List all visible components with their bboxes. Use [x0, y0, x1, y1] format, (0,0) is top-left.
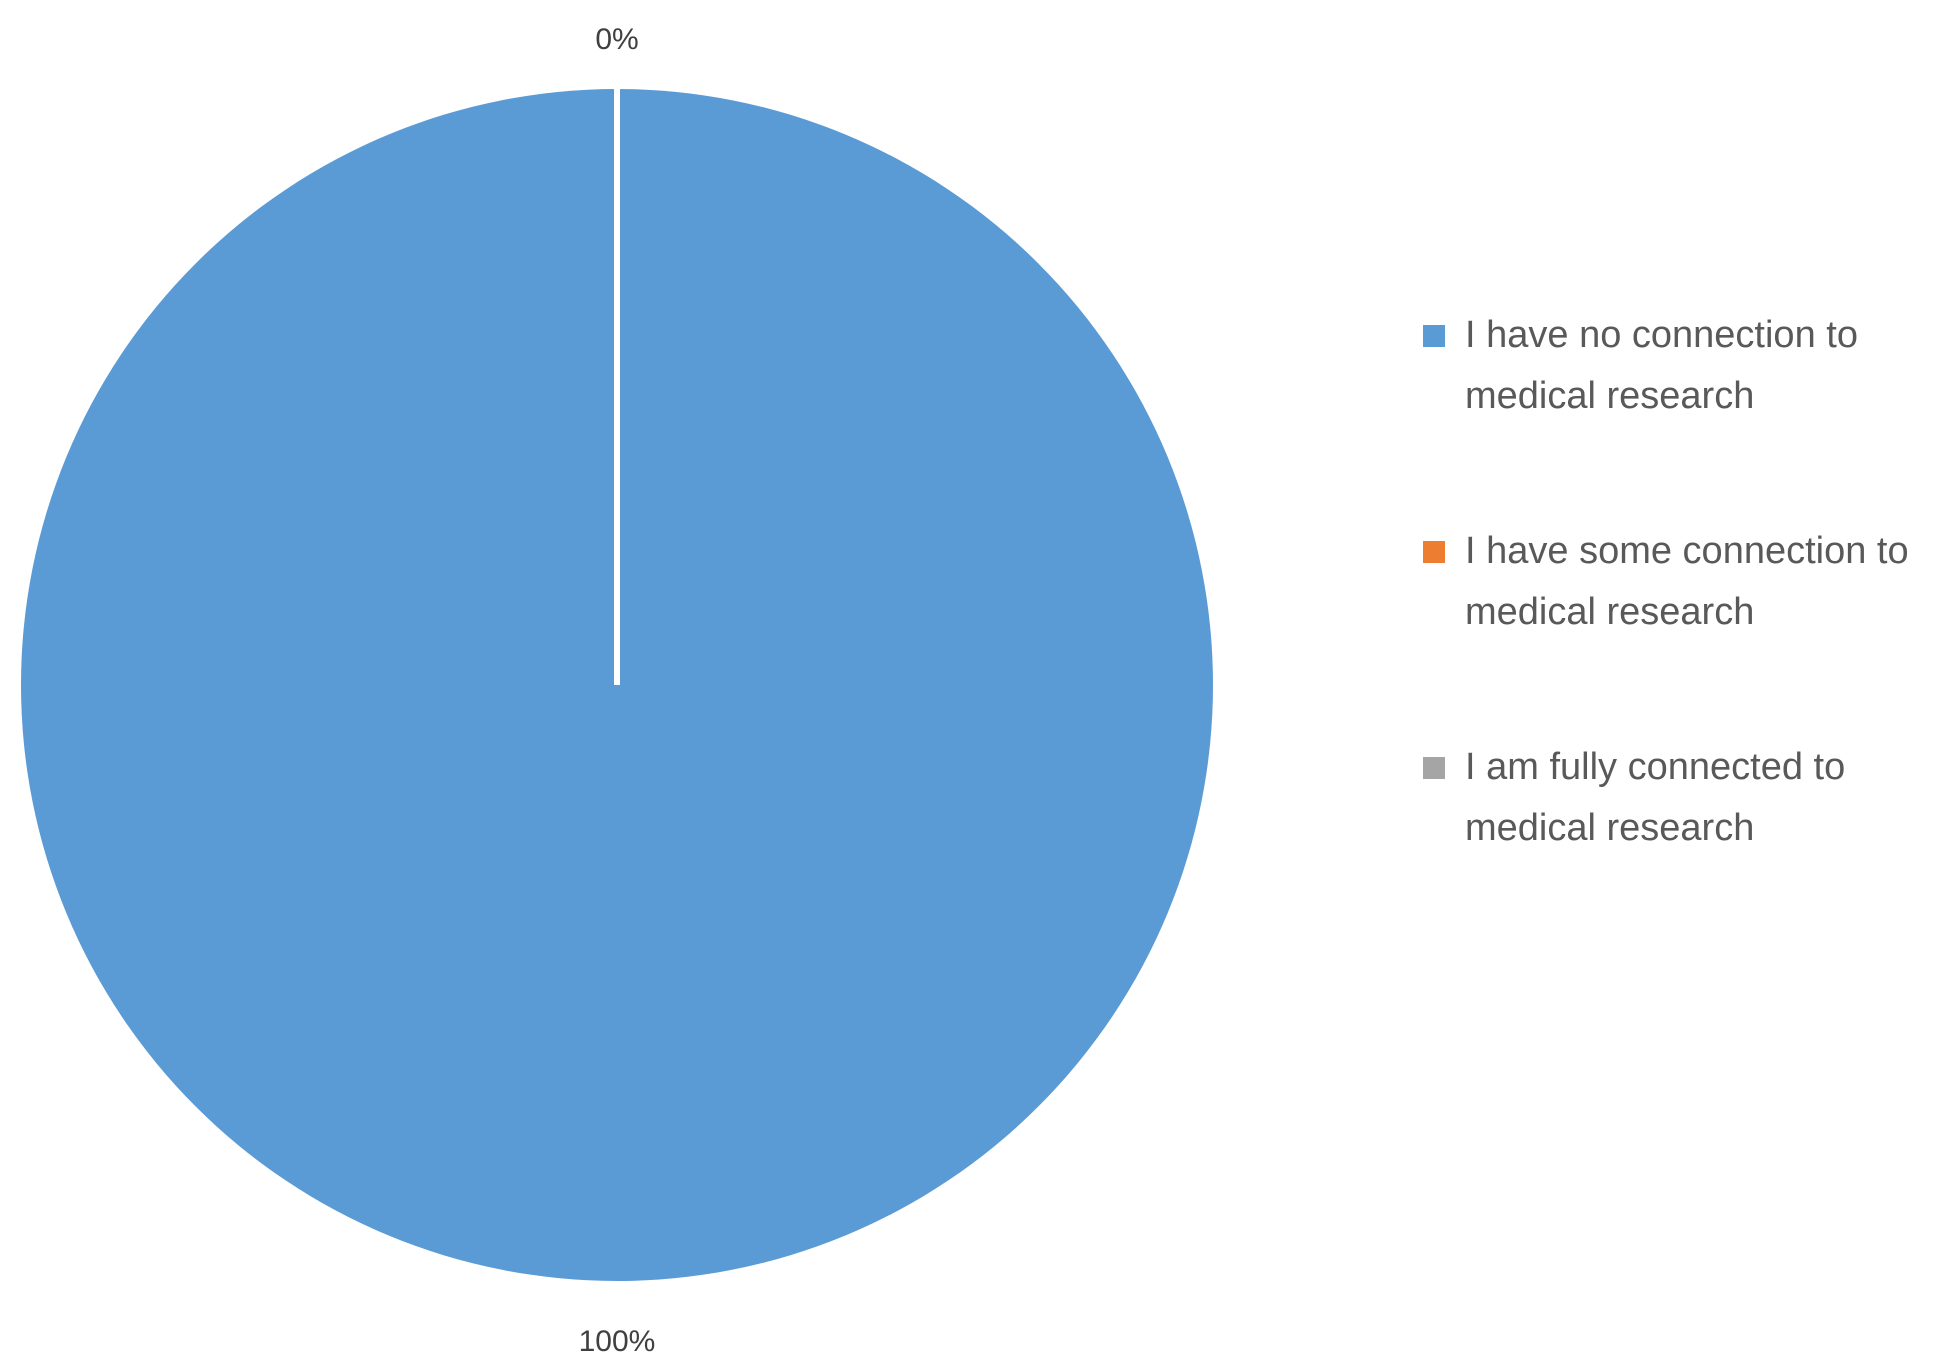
legend-item-no-connection: I have no connection to medical research [1423, 305, 1953, 521]
data-label-no-connection: 100% [579, 1325, 656, 1353]
legend-item-fully-connected: I am fully connected to medical research [1423, 737, 1953, 953]
legend: I have no connection to medical research… [1423, 305, 1953, 953]
legend-label-no-connection: I have no connection to medical research [1465, 314, 1858, 417]
legend-item-some-connection: I have some connection to medical resear… [1423, 521, 1953, 737]
legend-swatch-no-connection [1423, 325, 1445, 347]
pie-slices [21, 87, 1213, 1281]
legend-swatch-fully-connected [1423, 757, 1445, 779]
legend-label-some-connection: I have some connection to medical resear… [1465, 530, 1909, 633]
data-label-some-connection: 0% [595, 23, 638, 56]
legend-swatch-some-connection [1423, 541, 1445, 563]
legend-label-fully-connected: I am fully connected to medical research [1465, 746, 1846, 849]
pie-data-labels: 100% 0% [579, 23, 656, 1353]
